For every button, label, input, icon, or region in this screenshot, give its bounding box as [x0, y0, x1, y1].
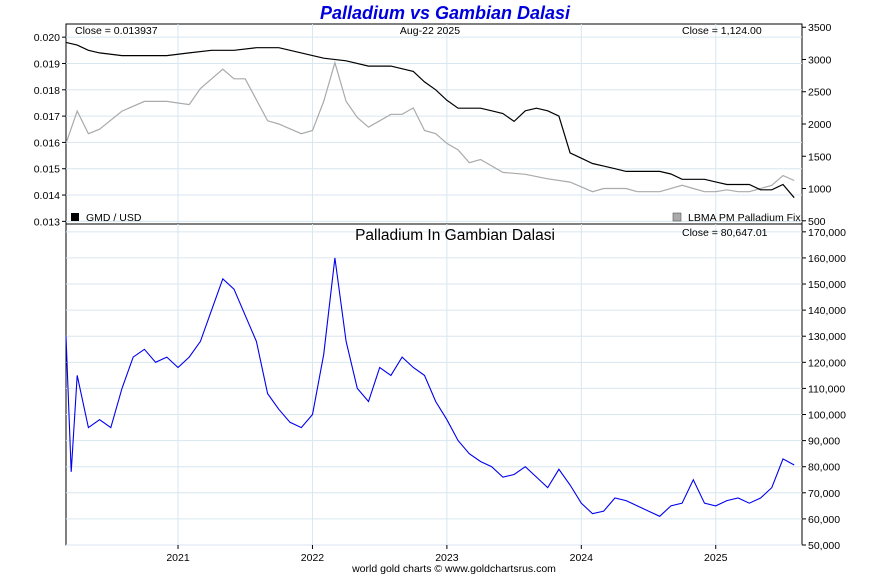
top-close-right: Close = 1,124.00	[682, 25, 762, 37]
palladium-dalasi-line	[65, 257, 795, 517]
bottom-right-tick-label: 170,000	[808, 227, 846, 239]
top-series	[65, 41, 795, 199]
top-left-tick-label: 0.020	[34, 32, 60, 44]
top-right-tick-label: 3000	[808, 54, 832, 66]
bottom-right-tick-label: 70,000	[808, 488, 840, 500]
bottom-right-tick-label: 120,000	[808, 357, 846, 369]
top-left-tick-label: 0.013	[34, 216, 60, 228]
bottom-right-tick-label: 80,000	[808, 462, 840, 474]
chart-title: Palladium vs Gambian Dalasi	[320, 3, 571, 23]
top-right-tick-label: 1500	[808, 151, 832, 163]
bottom-right-tick-label: 60,000	[808, 514, 840, 526]
top-left-tick-label: 0.018	[34, 85, 60, 97]
bottom-panel-frame	[65, 223, 803, 546]
bottom-right-tick-label: 50,000	[808, 540, 840, 552]
top-right-tick-label: 500	[808, 216, 826, 228]
top-left-tick-label: 0.016	[34, 137, 60, 149]
top-date-label: Aug-22 2025	[400, 25, 460, 37]
top-left-tick-label: 0.019	[34, 58, 60, 70]
bottom-right-axis: 170,000 160,000 150,000 140,000 130,000 120,0…	[802, 227, 846, 552]
footer-credit: world gold charts © www.goldchartsrus.co…	[351, 563, 556, 575]
x-axis: 2021 2022 2023 2024 2025	[166, 545, 728, 564]
palladium-usd-line	[65, 60, 795, 193]
x-tick-label: 2024	[570, 552, 594, 564]
x-tick-label: 2021	[166, 552, 190, 564]
top-right-tick-label: 2000	[808, 119, 832, 131]
bottom-right-tick-label: 110,000	[808, 383, 845, 395]
bottom-right-tick-label: 100,000	[808, 410, 846, 422]
legend-gmd-label: GMD / USD	[86, 212, 142, 224]
top-close-left: Close = 0.013937	[75, 25, 158, 37]
bottom-grid	[66, 224, 802, 546]
bottom-panel: Palladium In Gambian Dalasi Close = 80,6…	[65, 223, 846, 564]
top-panel: Close = 0.013937 Aug-22 2025 Close = 1,1…	[34, 22, 832, 228]
gmd-usd-line	[65, 41, 795, 199]
bottom-right-tick-label: 130,000	[808, 331, 846, 343]
bottom-right-tick-label: 160,000	[808, 253, 846, 265]
top-left-tick-label: 0.015	[34, 164, 60, 176]
top-right-tick-label: 3500	[808, 22, 832, 34]
bottom-close-right: Close = 80,647.01	[682, 227, 768, 239]
x-tick-label: 2025	[704, 552, 728, 564]
legend-palladium: LBMA PM Palladium Fix	[672, 212, 801, 224]
x-tick-label: 2023	[435, 552, 459, 564]
legend-gmd: GMD / USD	[71, 212, 142, 224]
legend-palladium-swatch	[672, 212, 682, 222]
top-grid	[66, 24, 802, 224]
bottom-right-tick-label: 140,000	[808, 305, 846, 317]
top-right-tick-label: 1000	[808, 184, 832, 196]
bottom-panel-title: Palladium In Gambian Dalasi	[355, 227, 555, 244]
top-left-tick-label: 0.014	[34, 190, 60, 202]
top-right-tick-label: 2500	[808, 87, 832, 99]
bottom-right-tick-label: 90,000	[808, 436, 840, 448]
bottom-series	[65, 257, 795, 517]
top-left-tick-label: 0.017	[34, 111, 60, 123]
top-left-axis: 0.020 0.019 0.018 0.017 0.016 0.015 0.014 0.013	[34, 32, 66, 228]
top-panel-frame	[65, 23, 803, 225]
top-right-axis: 3500 3000 2500 2000 1500 1000 500	[802, 22, 832, 228]
x-tick-label: 2022	[301, 552, 325, 564]
bottom-right-tick-label: 150,000	[808, 279, 846, 291]
legend-gmd-swatch	[71, 213, 79, 221]
legend-palladium-label: LBMA PM Palladium Fix	[688, 212, 801, 224]
